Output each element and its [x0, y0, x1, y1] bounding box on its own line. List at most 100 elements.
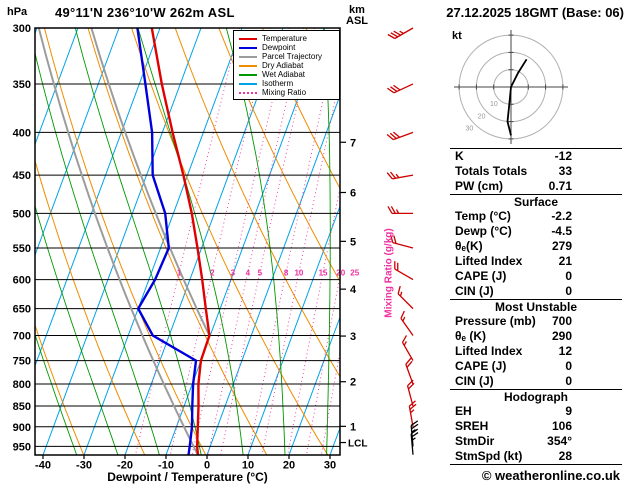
- stat-row: EH 9: [450, 404, 622, 419]
- temperature-axis-label: Dewpoint / Temperature (°C): [107, 470, 268, 484]
- legend: Temperature Dewpoint Parcel Trajectory Dry …: [233, 30, 340, 100]
- wind-barb: [387, 83, 414, 94]
- stat-value: 700: [551, 314, 572, 328]
- temp-tick-label: 10: [242, 460, 254, 472]
- stat-label: EH: [455, 404, 472, 418]
- stat-value: 0: [565, 284, 572, 298]
- stat-value: 290: [551, 329, 572, 343]
- wind-barb-staff: [408, 405, 414, 427]
- mixing-ratio-value: 20: [336, 268, 345, 277]
- km-tick-label: 6: [350, 187, 356, 199]
- parcel-trajectory-line: [37, 28, 199, 455]
- mixing-ratio-value: 25: [350, 268, 359, 277]
- stat-value: 12: [558, 344, 572, 358]
- stat-value: 0: [565, 374, 572, 388]
- pressure-tick-label: 300: [13, 23, 31, 35]
- wind-barb-staff: [394, 27, 414, 40]
- stats-section-header: Surface: [450, 194, 622, 209]
- dry-adiabat-line: [261, 28, 340, 190]
- stat-value: 0.71: [548, 179, 572, 193]
- legend-item: Dewpoint: [239, 43, 339, 52]
- wind-barb-tick: [399, 291, 403, 297]
- wind-barb-tick: [401, 335, 408, 343]
- wind-barb-tick: [395, 209, 400, 214]
- wind-barb-staff: [392, 174, 414, 180]
- wind-barb: [394, 261, 414, 281]
- wind-barb-tick: [408, 400, 416, 407]
- pressure-tick-label: 400: [13, 127, 31, 139]
- wind-barb-staff: [400, 317, 414, 336]
- stat-row: StmSpd (kt) 28: [450, 449, 622, 464]
- parcel-trajectory-line: [90, 28, 211, 336]
- pressure-axis-unit: hPa: [7, 6, 28, 18]
- wind-barb-tick: [395, 173, 400, 179]
- stat-row: K -12: [450, 149, 622, 164]
- hodograph-ring-label: 30: [466, 126, 474, 133]
- pressure-tick-label: 350: [13, 79, 31, 91]
- mixing-ratio-value: 1: [177, 268, 182, 277]
- pressure-tick-label: 950: [13, 441, 31, 453]
- pressure-tick-label: 650: [13, 304, 31, 316]
- stat-label: Totals Totals: [455, 164, 528, 178]
- wind-barb-tick: [410, 409, 415, 414]
- stat-row: CAPE (J) 0: [450, 269, 622, 284]
- stat-value: 33: [558, 164, 572, 178]
- wind-barb-tick: [386, 172, 393, 180]
- pressure-tick-label: 550: [13, 243, 31, 255]
- stat-row: StmDir 354°: [450, 434, 622, 449]
- wind-barb-tick: [393, 30, 401, 36]
- legend-swatch-line: [239, 82, 257, 85]
- wind-barb-tick: [409, 403, 417, 410]
- wind-barb-staff: [401, 342, 414, 361]
- stat-row: Totals Totals 33: [450, 164, 622, 179]
- legend-label: Dewpoint: [262, 43, 296, 52]
- temp-tick-label: -30: [76, 460, 92, 472]
- stat-label: Dewp (°C): [455, 224, 512, 238]
- pressure-tick-label: 900: [13, 422, 31, 434]
- stat-value: -12: [554, 149, 572, 163]
- stat-label: Pressure (mb): [455, 314, 536, 328]
- stat-label: CAPE (J): [455, 269, 507, 283]
- legend-label: Parcel Trajectory: [262, 52, 323, 61]
- legend-label: Mixing Ratio: [262, 88, 307, 97]
- hodograph-ring-label: 10: [490, 101, 498, 108]
- wind-barb-staff: [394, 268, 414, 281]
- temp-tick-label: 20: [283, 460, 295, 472]
- isotherm-line: [35, 28, 120, 257]
- stat-label: StmSpd (kt): [455, 449, 523, 463]
- km-tick-label: 3: [350, 331, 356, 343]
- legend-swatch-line: [239, 64, 257, 67]
- wind-barb-tick: [397, 285, 401, 294]
- wet-adiabat-line: [35, 333, 78, 455]
- pressure-tick-label: 450: [13, 170, 31, 182]
- wind-barb-tick: [410, 428, 419, 435]
- isotherm-line: [35, 28, 79, 146]
- stats-section-header: Hodograph: [450, 389, 622, 404]
- stat-label: K: [455, 149, 464, 163]
- wind-barb-tick: [410, 420, 419, 426]
- stat-label: CIN (J): [455, 374, 494, 388]
- pressure-tick-label: 500: [13, 208, 31, 220]
- plot-lines: [35, 28, 340, 455]
- wind-barb-tick: [389, 132, 397, 139]
- isotherm-line: [42, 28, 202, 455]
- wind-barb: [405, 357, 414, 385]
- stat-value: 21: [558, 254, 572, 268]
- temp-tick-label: -10: [158, 460, 174, 472]
- temp-tick-label: 0: [204, 460, 210, 472]
- legend-item: Temperature: [239, 34, 339, 43]
- hodograph-trace: [506, 58, 528, 136]
- dry-adiabat-line: [218, 28, 340, 283]
- pressure-tick-label: 850: [13, 401, 31, 413]
- wind-barb-staff: [397, 293, 414, 310]
- wind-barb-tick: [407, 382, 415, 390]
- temperature-curve: [150, 28, 211, 455]
- wind-barb-tick: [393, 84, 401, 91]
- mixing-ratio-value: 4: [246, 268, 251, 277]
- pressure-tick-label: 700: [13, 331, 31, 343]
- legend-item: Isotherm: [239, 79, 339, 88]
- wind-barb-staff: [392, 241, 414, 249]
- legend-item: Parcel Trajectory: [239, 52, 339, 61]
- stat-value: 0: [565, 359, 572, 373]
